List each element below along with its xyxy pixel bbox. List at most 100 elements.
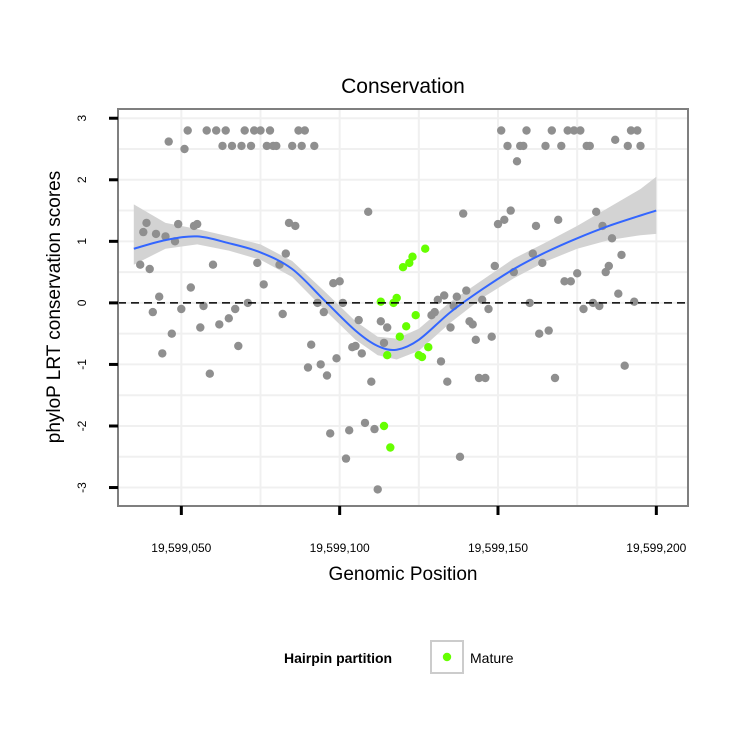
data-point [383,323,392,332]
data-point [288,141,297,151]
data-point [303,363,313,372]
data-point [253,258,262,268]
data-point [481,373,490,383]
data-point [256,126,265,135]
x-axis-title: Genomic Position [329,564,478,585]
data-point [145,264,154,274]
data-point [623,141,632,151]
data-point [142,218,151,228]
data-point [636,141,645,151]
data-point [297,141,306,151]
data-point [503,141,512,151]
mature-point [398,263,408,272]
x-tick-label: 19,599,200 [626,541,686,555]
legend-key-mature [442,652,452,662]
data-point [525,298,534,308]
data-point [177,304,186,314]
data-point [550,373,560,383]
data-point [557,141,566,151]
data-point [360,418,370,428]
data-point [490,261,499,271]
data-point [221,126,230,135]
data-point [569,126,579,135]
legend: Hairpin partition Mature [284,640,514,674]
data-point [231,304,240,314]
data-point [319,307,328,317]
data-point [484,304,493,314]
data-point [329,279,338,288]
data-point [300,126,309,135]
mature-point [417,352,427,362]
data-point [139,227,148,237]
mature-point [376,297,385,306]
data-point [563,126,572,135]
data-point [341,454,351,463]
data-point [538,258,547,268]
data-point [566,277,575,286]
smooth-line [133,209,657,351]
data-point [218,141,227,151]
data-point [364,207,373,216]
y-tick-label: 3 [75,115,89,122]
data-point [180,144,189,154]
data-point [633,126,642,135]
legend-title: Hairpin partition [284,650,392,666]
panel-border [117,108,689,507]
data-point [351,341,360,351]
data-point [322,371,332,380]
data-point [471,335,480,344]
mature-point [379,421,389,431]
data-point [161,232,170,241]
data-point [155,292,164,301]
x-axis: 19,599,050 19,599,100 19,599,150 19,599,200 [151,506,687,555]
data-point [576,126,585,135]
data-point [202,126,211,135]
y-tick-label: 2 [75,176,89,183]
data-points [136,126,645,494]
y-tick-label: 0 [75,299,89,306]
data-point [307,340,316,349]
mature-point [421,244,430,253]
data-point [493,219,503,229]
data-point [573,269,582,278]
data-point [367,377,376,386]
data-point [281,249,290,258]
mature-point [392,293,401,303]
data-point [592,207,601,216]
plot-panel [117,108,689,507]
data-point [183,126,192,135]
mature-point [402,322,411,331]
data-point [262,141,271,151]
data-point [294,126,303,135]
data-point [544,326,553,335]
mature-point [411,311,420,320]
mature-point [395,332,404,341]
x-tick-label: 19,599,150 [468,541,528,555]
data-point [212,126,221,135]
data-point [443,377,452,386]
data-point [259,280,268,289]
data-point [617,250,626,260]
data-point [487,332,496,341]
data-point [541,141,550,151]
data-point [357,349,366,358]
data-point [620,361,629,370]
data-point [459,209,468,218]
data-point [595,301,604,311]
y-axis-title: phyloP LRT conservation scores [44,171,65,444]
data-point [478,295,487,304]
data-point [240,126,249,135]
data-point [560,277,569,286]
data-point [164,137,173,146]
data-point [246,141,256,151]
data-point [497,126,506,135]
data-point [326,429,335,438]
data-point [554,215,563,224]
data-point [607,234,617,243]
x-tick-label: 19,599,100 [310,541,370,555]
data-point [430,307,439,317]
data-point [272,141,281,151]
data-point [626,126,636,135]
data-point [455,452,465,461]
